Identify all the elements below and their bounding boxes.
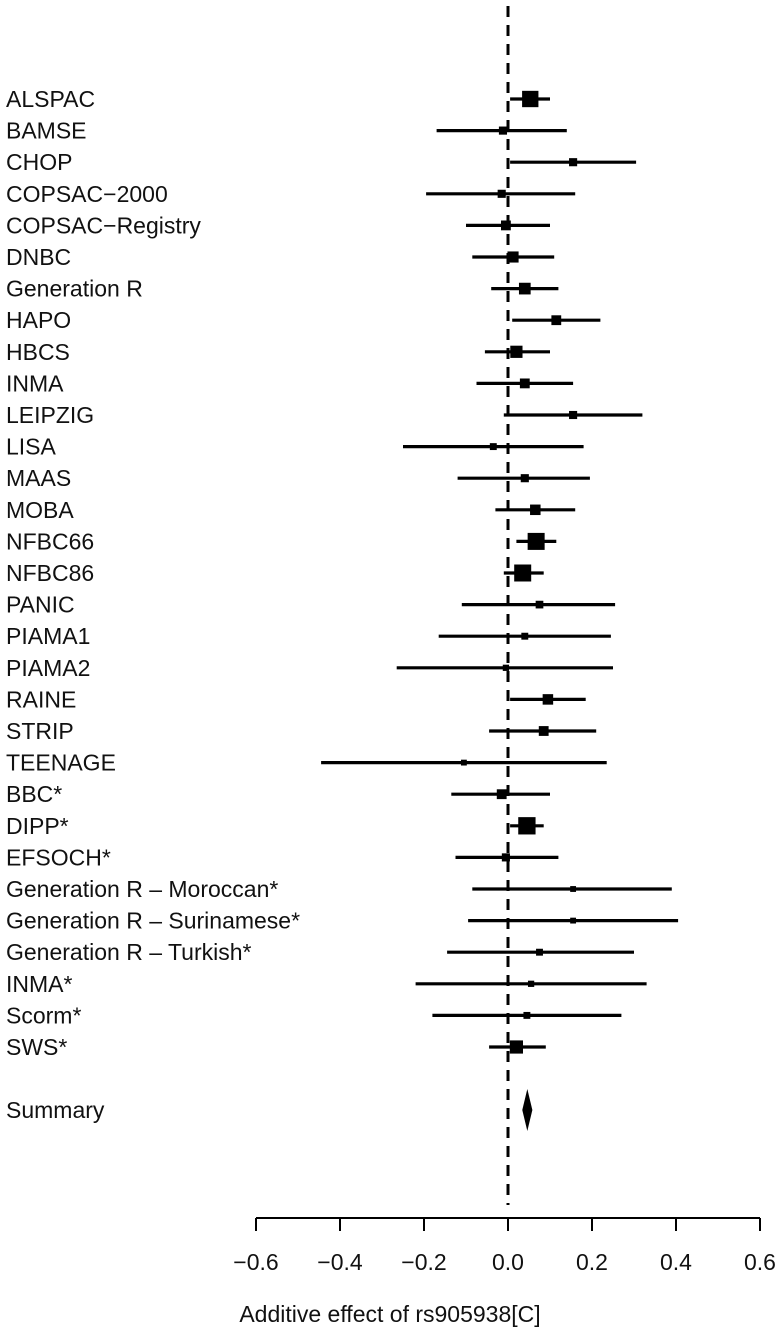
summary-label: Summary <box>6 1097 105 1123</box>
study-label: MOBA <box>6 497 74 523</box>
study-label: HAPO <box>6 307 71 333</box>
point-estimate <box>519 378 530 389</box>
point-estimate <box>501 853 510 862</box>
point-estimate <box>510 345 523 358</box>
point-estimate <box>542 694 554 705</box>
point-estimate <box>497 189 506 198</box>
x-tick-label: 0.4 <box>660 1249 692 1275</box>
point-estimate <box>521 632 529 640</box>
study-label: COPSAC−Registry <box>6 212 201 238</box>
point-estimate <box>460 759 467 766</box>
study-label: SWS* <box>6 1034 67 1060</box>
study-label: BBC* <box>6 781 62 807</box>
study-label: Scorm* <box>6 1002 81 1028</box>
study-label: COPSAC−2000 <box>6 181 168 207</box>
point-estimate <box>527 532 545 550</box>
study-label: INMA <box>6 370 64 396</box>
x-tick-label: −0.2 <box>401 1249 446 1275</box>
point-estimate <box>569 410 578 420</box>
study-label: NFBC86 <box>6 560 94 586</box>
study-label: DIPP* <box>6 813 69 839</box>
study-label: PIAMA1 <box>6 623 90 649</box>
study-label: DNBC <box>6 244 71 270</box>
study-label: EFSOCH* <box>6 844 111 870</box>
point-estimate <box>527 980 535 987</box>
x-axis: −0.6 −0.4 −0.2 0.0 0.2 0.4 0.6 <box>233 1217 776 1275</box>
study-label: BAMSE <box>6 118 87 144</box>
study-label: INMA* <box>6 971 73 997</box>
study-label: Generation R – Moroccan* <box>6 876 278 902</box>
study-label: PIAMA2 <box>6 655 90 681</box>
study-label: LISA <box>6 434 57 460</box>
study-label: TEENAGE <box>6 750 116 776</box>
point-estimate <box>496 789 507 800</box>
study-label: Generation R – Turkish* <box>6 939 252 965</box>
x-tick-label: 0.6 <box>744 1249 776 1275</box>
x-tick-label: −0.6 <box>233 1249 278 1275</box>
point-estimate <box>522 90 539 108</box>
point-estimate <box>520 474 529 483</box>
study-label: RAINE <box>6 686 76 712</box>
x-tick-label: 0.2 <box>576 1249 608 1275</box>
study-label: PANIC <box>6 592 75 618</box>
point-estimate <box>500 220 511 231</box>
point-estimate <box>569 158 578 167</box>
point-estimate <box>518 817 536 835</box>
point-estimate <box>523 1011 531 1019</box>
study-label: NFBC66 <box>6 528 94 554</box>
point-estimate <box>570 886 577 892</box>
point-estimate <box>530 504 541 516</box>
point-estimate <box>498 126 508 135</box>
x-axis-title: Additive effect of rs905938[C] <box>239 1301 540 1327</box>
point-estimate <box>502 664 510 671</box>
study-label: MAAS <box>6 465 71 491</box>
point-estimate <box>509 1040 523 1054</box>
study-label: ALSPAC <box>6 86 95 112</box>
study-label: STRIP <box>6 718 74 744</box>
study-label: Generation R – Surinamese* <box>6 908 300 934</box>
study-labels: ALSPAC BAMSE CHOP COPSAC−2000 COPSAC−Registr… <box>6 86 300 1060</box>
x-tick-label: 0.0 <box>492 1249 524 1275</box>
point-estimate <box>489 443 497 451</box>
summary-layer: Summary <box>6 1089 533 1131</box>
study-label: LEIPZIG <box>6 402 94 428</box>
point-estimate <box>507 251 519 263</box>
point-estimate <box>518 282 531 295</box>
study-marks <box>321 90 679 1054</box>
study-label: Generation R <box>6 276 143 302</box>
x-tick-label: −0.4 <box>317 1249 363 1275</box>
summary-diamond <box>522 1089 533 1131</box>
point-estimate <box>535 600 544 609</box>
point-estimate <box>570 917 577 924</box>
point-estimate <box>551 315 562 326</box>
point-estimate <box>538 726 549 736</box>
point-estimate <box>536 948 543 956</box>
point-estimate <box>514 564 532 582</box>
study-label: HBCS <box>6 339 70 365</box>
study-label: CHOP <box>6 149 72 175</box>
